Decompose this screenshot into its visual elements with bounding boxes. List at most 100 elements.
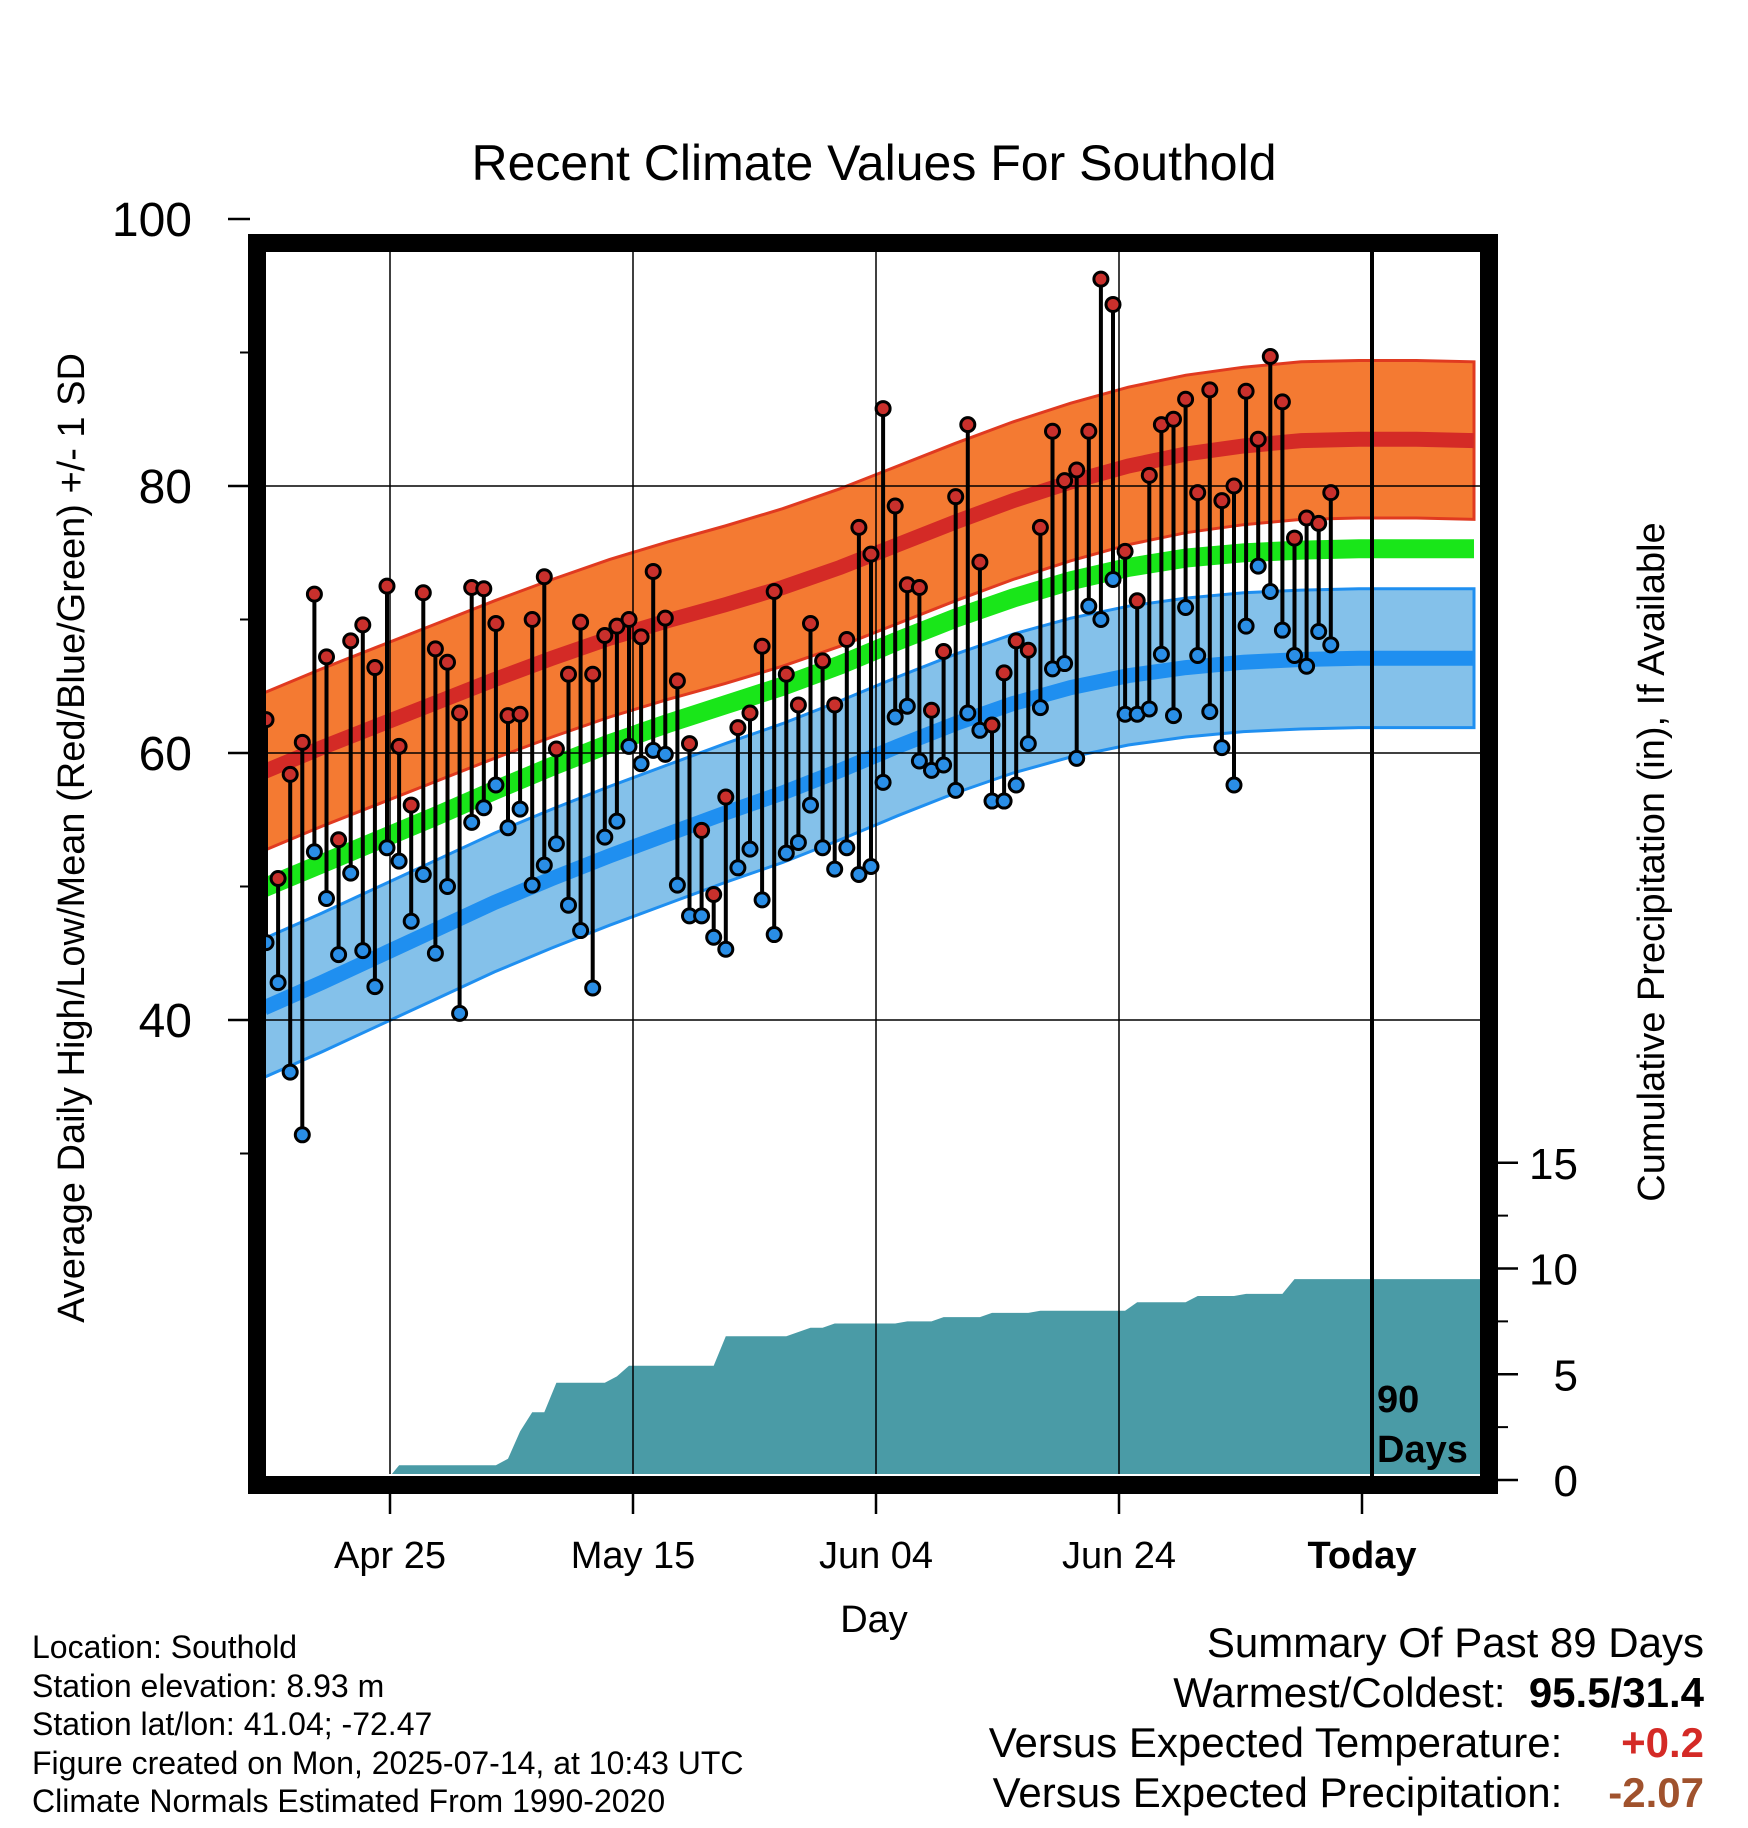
daily-low-point [1201, 703, 1219, 721]
daily-high-point [971, 553, 989, 571]
daily-low-point [789, 833, 807, 851]
daily-low-point [269, 974, 287, 992]
y-tick-label: 80 [139, 461, 192, 514]
daily-low-point [620, 737, 638, 755]
daily-high-point [717, 788, 735, 806]
temp-anomaly-label: Versus Expected Temperature: [988, 1719, 1563, 1766]
x-tick-label: Jun 04 [819, 1535, 933, 1577]
daily-high-point [814, 652, 832, 670]
daily-high-point [451, 704, 469, 722]
daily-low-point [366, 978, 384, 996]
daily-high-point [1225, 477, 1243, 495]
daily-low-point [305, 843, 323, 861]
plot-area [262, 248, 1484, 1474]
daily-low-point [330, 946, 348, 964]
daily-high-point [644, 562, 662, 580]
daily-high-point [862, 545, 880, 563]
daily-high-point [729, 719, 747, 737]
daily-low-point [1080, 597, 1098, 615]
summary-panel: Summary Of Past 89 Days Warmest/Coldest:… [989, 1618, 1704, 1818]
daily-low-point [1152, 645, 1170, 663]
precip-anomaly-value: -2.07 [1608, 1769, 1704, 1816]
daily-low-point [560, 896, 577, 914]
daily-high-point [886, 497, 904, 515]
daily-low-point [463, 813, 481, 831]
elevation-text: Station elevation: 8.93 m [32, 1667, 385, 1704]
daily-low-point [850, 865, 868, 883]
daily-high-point [1068, 461, 1086, 479]
summary-heading: Summary Of Past 89 Days [1206, 1619, 1704, 1666]
daily-high-point [1201, 381, 1219, 399]
precip-anomaly-row: Versus Expected Precipitation: -2.07 [989, 1768, 1704, 1818]
daily-low-point [1249, 557, 1267, 575]
daily-high-point [390, 737, 408, 755]
daily-high-point [1080, 422, 1098, 440]
normals-text: Climate Normals Estimated From 1990-2020 [32, 1783, 666, 1819]
daily-low-point [281, 1063, 299, 1081]
daily-high-point [838, 631, 856, 649]
daily-low-point [342, 864, 360, 882]
daily-high-point [1019, 641, 1037, 659]
daily-low-point [874, 773, 892, 791]
created-text: Figure created on Mon, 2025-07-14, at 10… [32, 1744, 744, 1781]
daily-low-point [729, 859, 747, 877]
daily-high-point [910, 578, 928, 596]
daily-low-point [947, 781, 965, 799]
daily-low-point [1031, 699, 1049, 717]
daily-low-point [1310, 623, 1328, 641]
daily-low-point [1261, 582, 1279, 600]
y-tick-label: 60 [139, 728, 192, 781]
daily-low-point [935, 756, 953, 774]
y2-tick-label: 10 [1529, 1246, 1578, 1295]
daily-low-point [693, 907, 711, 925]
daily-high-point [1104, 295, 1122, 313]
daily-high-point [1286, 529, 1303, 547]
warmest-coldest-label: Warmest/Coldest: [1173, 1669, 1506, 1716]
chart-title: Recent Climate Values For Southold [471, 135, 1276, 191]
daily-high-point [560, 665, 577, 683]
precipitation-area [391, 1279, 1484, 1474]
daily-low-point [414, 865, 432, 883]
daily-low-point [777, 844, 795, 862]
daily-low-point [838, 839, 856, 857]
daily-high-point [439, 653, 456, 671]
daily-high-point [681, 735, 698, 753]
daily-low-point [390, 852, 408, 870]
daily-high-point [1140, 466, 1158, 484]
daily-high-point [1128, 592, 1146, 610]
daily-high-point [874, 400, 892, 418]
daily-high-point [1310, 514, 1328, 532]
y-tick-label: 100 [112, 194, 192, 247]
x-tick-label: Jun 24 [1062, 1535, 1176, 1577]
daily-low-point [426, 944, 444, 962]
daily-low-point [668, 876, 686, 894]
daily-high-point [802, 615, 819, 633]
daily-high-point [414, 584, 432, 602]
daily-high-point [668, 672, 686, 690]
daily-high-point [947, 488, 965, 506]
daily-low-point [499, 819, 517, 837]
daily-high-point [1044, 422, 1061, 440]
daily-low-point [1322, 636, 1340, 654]
plot-frame [248, 234, 1498, 1494]
daily-high-point [1116, 542, 1134, 560]
daily-low-point [753, 891, 771, 909]
daily-high-point [983, 716, 1001, 734]
daily-low-point [1140, 700, 1158, 718]
daily-low-point [632, 755, 650, 773]
daily-low-point [826, 860, 844, 878]
daily-low-point [656, 745, 674, 763]
daily-low-point [765, 926, 783, 944]
daily-high-point [1237, 382, 1255, 400]
daily-low-point [1286, 647, 1303, 665]
daily-low-point [523, 876, 541, 894]
x-tick-label: May 15 [571, 1535, 696, 1577]
daily-high-point [1249, 430, 1267, 448]
daily-low-point [1298, 657, 1316, 675]
daily-low-point [1165, 707, 1182, 725]
daily-low-point [293, 1126, 311, 1144]
daily-high-point [426, 640, 444, 658]
daily-high-point [269, 869, 287, 887]
daily-low-point [511, 800, 529, 818]
daily-high-point [923, 701, 940, 719]
